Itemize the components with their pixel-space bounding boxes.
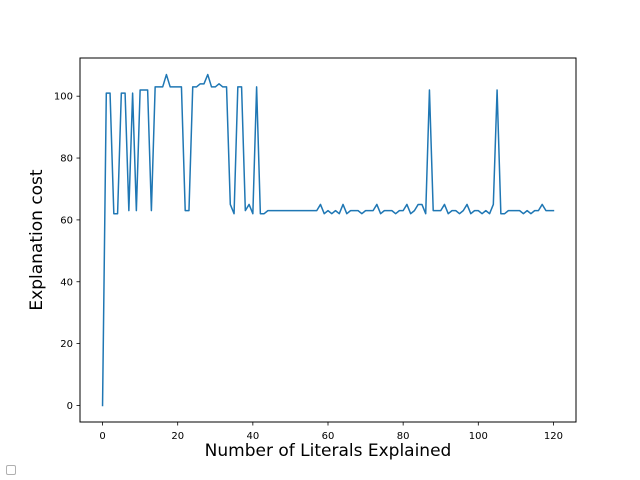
x-axis-label: Number of Literals Explained bbox=[205, 441, 452, 461]
y-tick-label: 0 bbox=[67, 401, 73, 412]
plot-area bbox=[80, 58, 576, 422]
plot-frame bbox=[79, 57, 577, 423]
x-tick-label: 120 bbox=[544, 431, 563, 442]
explanation-cost-line bbox=[101, 73, 555, 407]
y-axis-ticks: 0 20 40 60 80 100 bbox=[54, 92, 80, 412]
x-tick-label: 20 bbox=[171, 431, 184, 442]
x-tick-label: 60 bbox=[322, 431, 335, 442]
y-tick-label: 20 bbox=[60, 339, 73, 350]
x-tick-label: 100 bbox=[469, 431, 488, 442]
x-tick-label: 80 bbox=[397, 431, 410, 442]
y-tick-label: 100 bbox=[54, 92, 73, 103]
y-tick-label: 60 bbox=[60, 215, 73, 226]
x-axis-ticks: 0 20 40 60 80 100 120 bbox=[99, 422, 563, 442]
x-tick-label: 40 bbox=[246, 431, 259, 442]
y-axis-label: Explanation cost bbox=[27, 169, 47, 310]
x-tick-label: 0 bbox=[99, 431, 105, 442]
y-tick-label: 40 bbox=[60, 277, 73, 288]
corner-checkbox[interactable] bbox=[6, 465, 16, 475]
y-tick-label: 80 bbox=[60, 154, 73, 165]
